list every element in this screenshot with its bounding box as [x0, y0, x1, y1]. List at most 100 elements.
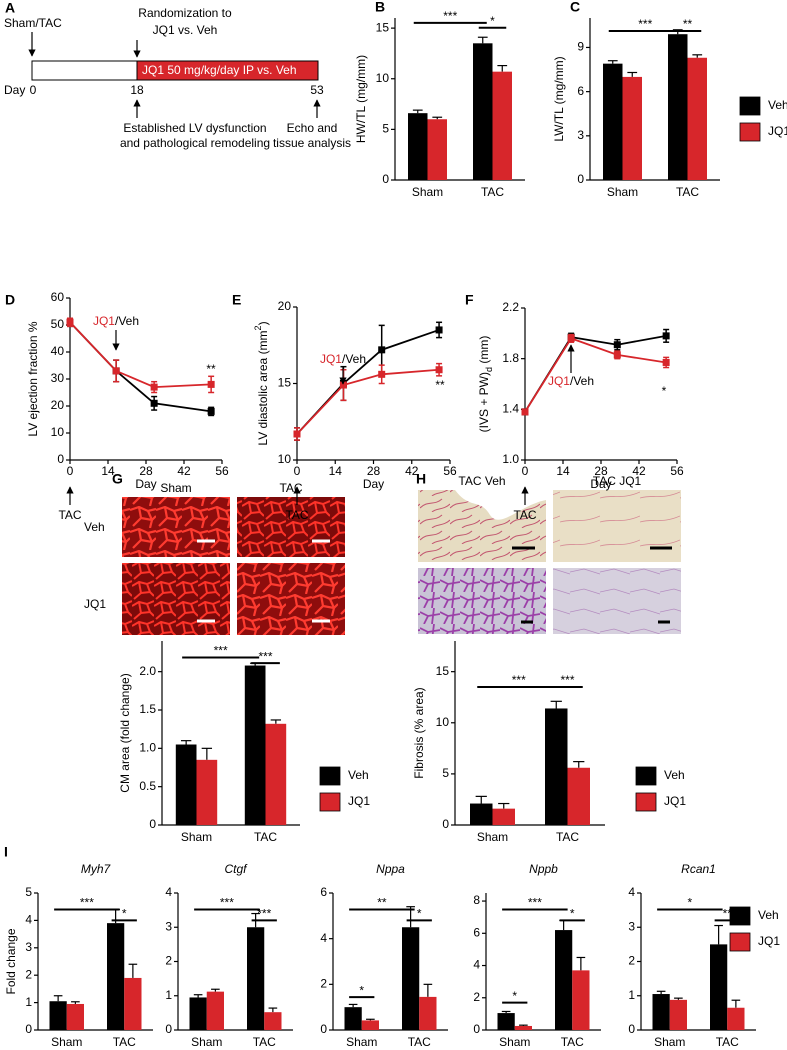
- start-label: Sham/TAC: [4, 16, 62, 30]
- significance-label: *: [688, 896, 693, 910]
- legend-label: Veh: [664, 768, 685, 782]
- panel-label: E: [232, 292, 241, 308]
- point: [293, 430, 301, 438]
- day-value: 0: [30, 83, 37, 97]
- chart-title: Myh7: [81, 862, 112, 876]
- y-tick-label: 5: [442, 766, 449, 780]
- series-line: [296, 368, 440, 435]
- y-tick-label: 3: [577, 128, 584, 142]
- legend-swatch: [319, 792, 341, 812]
- day-label: Day: [4, 83, 25, 97]
- x-tick-label: TAC: [716, 1035, 739, 1049]
- y-tick-label: 0: [628, 1022, 635, 1036]
- y-axis-label: Fold change: [4, 928, 18, 994]
- micrograph: [237, 497, 345, 557]
- panel-label: H: [416, 471, 426, 487]
- y-tick-label: 0: [442, 817, 449, 831]
- significance-label: ***: [528, 896, 542, 910]
- y-tick-label: 5: [382, 122, 389, 136]
- bar: [710, 944, 728, 1030]
- x-tick-label: 28: [594, 464, 608, 478]
- y-axis-label-part: (mm): [477, 336, 491, 367]
- significance-label: **: [206, 362, 216, 376]
- panel-label: D: [5, 292, 15, 308]
- y-tick-label: 1: [25, 995, 32, 1009]
- y-axis-label: LV ejection fraction %: [26, 321, 40, 437]
- y-tick-label: 0: [320, 1022, 327, 1036]
- significance-label: ***: [560, 673, 574, 687]
- y-axis-label: HW/TL (mg/mm): [354, 55, 368, 143]
- y-tick-label: 2: [320, 977, 327, 991]
- point: [662, 358, 670, 366]
- panel-a: A Sham/TAC Randomization to JQ1 vs. Veh …: [4, 0, 351, 150]
- drug-label-part: JQ1: [548, 374, 570, 388]
- timeline-treatment: [136, 60, 319, 81]
- drug-label: JQ1/Veh: [548, 374, 594, 388]
- significance-label: **: [377, 896, 387, 910]
- timeline-pre: [31, 60, 138, 81]
- x-tick-label: Sham: [191, 1035, 222, 1049]
- point: [112, 367, 120, 375]
- chart-title: Ctgf: [224, 862, 248, 876]
- y-axis-label: LV diastolic area (mm2): [253, 321, 270, 445]
- y-tick-label: 2: [25, 967, 32, 981]
- y-axis-label: CM area (fold change): [118, 673, 132, 792]
- series-line: [69, 321, 212, 413]
- x-tick-label: Sham: [51, 1035, 82, 1049]
- point: [567, 334, 575, 342]
- panel-label: B: [375, 0, 385, 15]
- significance-label: **: [435, 378, 445, 392]
- drug-label: JQ1/Veh: [93, 314, 139, 328]
- panel-label: F: [465, 292, 474, 308]
- x-tick-label: 14: [329, 464, 343, 478]
- y-axis-label-part: LV diastolic area (mm: [256, 330, 270, 445]
- y-tick-label: 1: [165, 988, 172, 1002]
- drug-label: JQ1/Veh: [320, 352, 366, 366]
- legend-label: Veh: [758, 908, 779, 922]
- y-tick-label: 3: [165, 919, 172, 933]
- y-tick-label: 0: [149, 817, 156, 831]
- y-tick-label: 20: [51, 398, 65, 412]
- y-tick-label: 1.0: [502, 452, 519, 466]
- bar: [196, 759, 218, 825]
- y-tick-label: 20: [278, 299, 292, 313]
- y-tick-label: 0: [165, 1022, 172, 1036]
- point: [521, 408, 529, 416]
- y-tick-label: 5: [25, 885, 32, 899]
- y-tick-label: 6: [320, 885, 327, 899]
- y-tick-label: 0: [25, 1022, 32, 1036]
- significance-label: *: [512, 989, 517, 1003]
- bar: [206, 991, 224, 1030]
- y-tick-label: 15: [278, 376, 292, 390]
- bar: [470, 803, 493, 825]
- significance-label: ***: [258, 649, 272, 663]
- bar: [408, 113, 428, 180]
- significance-label: *: [570, 907, 575, 921]
- x-tick-label: TAC: [561, 1035, 584, 1049]
- x-tick-label: 28: [367, 464, 381, 478]
- drug-label-part: /Veh: [115, 314, 139, 328]
- significance-label: ***: [80, 896, 94, 910]
- y-tick-label: 10: [278, 452, 292, 466]
- bar: [107, 923, 125, 1030]
- micrograph: [553, 568, 681, 634]
- y-axis-label: LW/TL (mg/mm): [552, 56, 566, 141]
- point: [435, 326, 443, 334]
- bar: [402, 927, 420, 1030]
- y-tick-label: 1.4: [502, 402, 519, 416]
- significance-label: *: [359, 983, 364, 997]
- x-tick-label: 56: [670, 464, 684, 478]
- series-line: [296, 329, 440, 435]
- established-label: and pathological remodeling: [120, 136, 270, 150]
- significance-label: **: [683, 17, 693, 31]
- x-tick-label: 14: [556, 464, 570, 478]
- y-axis-label-part: ): [256, 321, 270, 325]
- significance-label: **: [723, 907, 733, 921]
- bar: [492, 808, 515, 825]
- point: [435, 366, 443, 374]
- bar: [175, 744, 197, 825]
- bar: [427, 119, 447, 180]
- micrograph: [553, 490, 681, 562]
- significance-label: *: [662, 384, 667, 398]
- bar: [652, 994, 670, 1030]
